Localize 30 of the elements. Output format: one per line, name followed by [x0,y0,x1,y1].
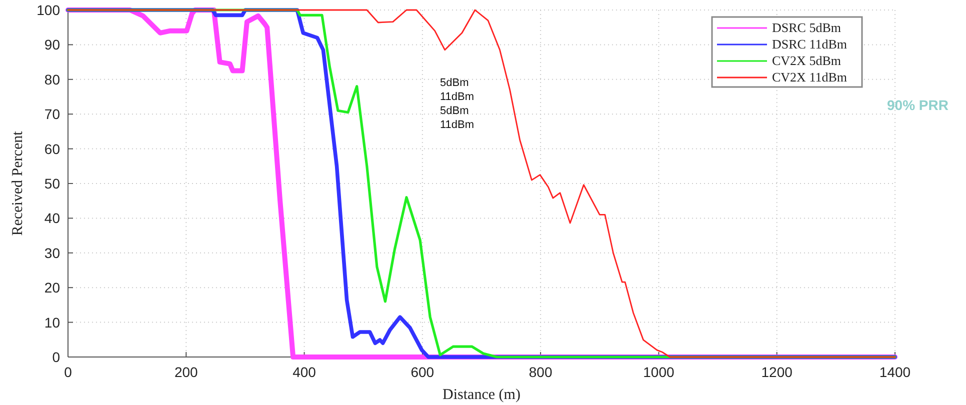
x-tick-label: 800 [528,364,552,380]
y-tick-label: 50 [44,176,60,192]
y-tick-label: 40 [44,210,60,226]
x-tick-label: 1200 [761,364,793,380]
legend-label: CV2X 5dBm [772,53,841,68]
x-tick-label: 0 [64,364,72,380]
legend-label: DSRC 5dBm [772,20,841,35]
y-tick-label: 70 [44,106,60,122]
annotation: 11dBm [440,91,474,103]
annotation: 90% PRR [887,97,948,113]
y-tick-label: 20 [44,280,60,296]
annotation: 5dBm [440,105,469,117]
x-tick-label: 600 [410,364,434,380]
y-tick-label: 60 [44,140,60,157]
y-tick-label: 10 [44,314,60,330]
annotation: 11dBm [440,119,474,131]
x-tick-label: 200 [174,364,198,380]
x-axis-title: Distance (m) [442,387,520,403]
legend-label: CV2X 11dBm [772,70,847,84]
annotation: 5dBm [440,77,469,89]
x-tick-label: 1000 [643,364,674,380]
x-tick-label: 1400 [879,364,911,380]
y-tick-label: 0 [52,349,60,365]
y-axis-title: Received Percent [10,130,26,236]
y-tick-label: 90 [44,36,60,53]
legend-label: DSRC 11dBm [772,36,848,52]
y-tick-label: 80 [44,71,60,88]
x-tick-label: 400 [292,364,316,380]
y-tick-label: 100 [36,2,60,18]
y-tick-label: 30 [44,244,60,261]
